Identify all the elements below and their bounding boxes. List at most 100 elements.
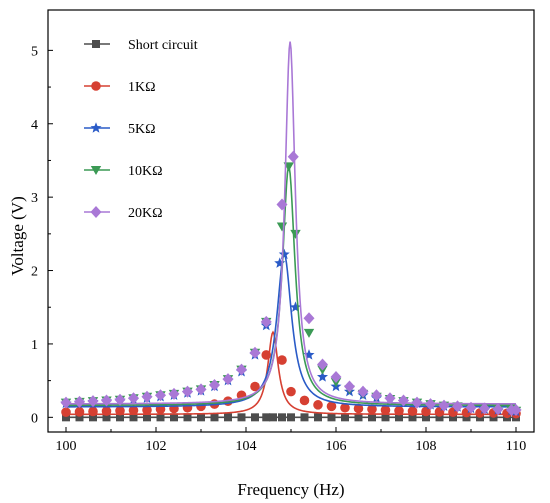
data-point [74, 395, 85, 408]
data-point [317, 358, 328, 371]
data-point [326, 401, 337, 412]
data-point [421, 406, 431, 417]
data-point [170, 413, 178, 422]
data-point [224, 413, 232, 422]
data-point [340, 402, 350, 413]
data-point [438, 399, 450, 412]
data-point [316, 371, 329, 382]
x-tick-label: 108 [416, 439, 437, 454]
data-point [408, 413, 417, 422]
data-point [129, 413, 138, 422]
data-point [354, 413, 363, 422]
data-point [327, 413, 336, 422]
y-tick-label: 0 [31, 411, 38, 426]
data-point [300, 413, 309, 422]
legend-marker [90, 206, 102, 218]
data-point [425, 398, 436, 411]
data-point [89, 413, 97, 422]
data-point [101, 406, 112, 416]
data-point [368, 413, 376, 422]
data-point [314, 413, 322, 422]
data-point [250, 381, 260, 392]
data-point [114, 393, 126, 406]
x-tick-label: 102 [146, 439, 167, 454]
data-point [278, 413, 286, 422]
legend: Short circuit 1KΩ 5KΩ 10KΩ 20KΩ [84, 38, 198, 221]
axes: 100 102 104 106 108 110 0 1 2 3 4 5 [31, 9, 535, 454]
series-1 [61, 330, 521, 419]
data-point [303, 312, 315, 325]
data-point [278, 248, 290, 260]
data-point [128, 405, 139, 416]
data-point [367, 404, 377, 415]
data-point [274, 257, 286, 268]
data-point [276, 198, 288, 211]
data-point [62, 413, 70, 422]
data-point [61, 407, 71, 417]
x-tick-label: 104 [236, 439, 257, 454]
data-point [75, 413, 84, 422]
data-point [303, 349, 315, 360]
data-point [465, 401, 477, 414]
data-point [303, 328, 315, 338]
data-point [262, 413, 271, 422]
data-point [277, 355, 287, 365]
data-point [398, 394, 409, 407]
legend-label: 20KΩ [128, 206, 163, 221]
data-point [422, 413, 430, 422]
legend-entry-4: 20KΩ [84, 206, 163, 221]
data-point [371, 389, 382, 402]
y-tick-label: 5 [31, 44, 38, 59]
legend-marker [90, 122, 102, 133]
y-tick-label: 3 [31, 191, 38, 206]
data-point [197, 413, 205, 422]
plot-area [60, 41, 522, 422]
data-point [341, 413, 349, 422]
data-point [102, 413, 111, 422]
y-tick-label: 2 [31, 265, 38, 280]
data-point [381, 413, 390, 422]
data-point [236, 363, 247, 376]
y-axis-title: Voltage (V) [8, 196, 27, 275]
data-point [344, 380, 355, 393]
data-point [287, 413, 295, 422]
data-point [395, 413, 403, 422]
data-point [101, 394, 112, 407]
data-point [195, 383, 207, 396]
data-point [222, 373, 234, 386]
data-point [155, 389, 166, 402]
data-point [269, 413, 277, 422]
series-4 [60, 41, 522, 416]
data-point [128, 392, 139, 405]
x-tick-label: 100 [56, 439, 77, 454]
data-point [74, 407, 85, 417]
y-tick-label: 4 [31, 118, 38, 133]
data-point [251, 413, 259, 422]
data-point [60, 396, 72, 409]
data-point [156, 413, 165, 422]
legend-marker [91, 81, 101, 91]
data-point [286, 386, 296, 397]
data-point [141, 390, 153, 403]
data-point [209, 379, 220, 392]
data-point [237, 413, 246, 422]
data-point [210, 413, 219, 422]
data-point [384, 392, 396, 405]
data-point [87, 395, 99, 408]
data-point [380, 405, 391, 415]
data-point [142, 405, 152, 415]
legend-label: Short circuit [128, 38, 198, 53]
legend-marker [92, 40, 100, 48]
data-point [249, 346, 261, 359]
data-point [299, 395, 310, 406]
data-point [168, 387, 180, 400]
data-point [261, 350, 272, 360]
x-axis-title: Frequency (Hz) [237, 480, 344, 499]
data-point [492, 403, 504, 416]
data-point [330, 370, 342, 383]
data-point [116, 413, 124, 422]
legend-label: 5KΩ [128, 122, 156, 137]
data-point [88, 406, 98, 417]
data-point [479, 402, 490, 415]
